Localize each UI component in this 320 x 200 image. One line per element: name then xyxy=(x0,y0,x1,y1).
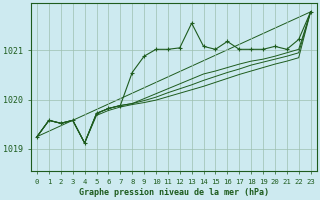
X-axis label: Graphe pression niveau de la mer (hPa): Graphe pression niveau de la mer (hPa) xyxy=(79,188,269,197)
